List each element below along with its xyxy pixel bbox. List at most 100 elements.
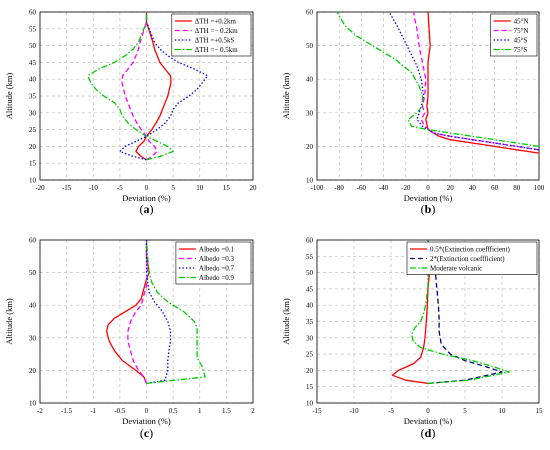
x-axis-label: Deviation (%) [404,193,453,203]
x-tick-label: -5 [117,184,123,192]
x-tick-label: 40 [469,184,477,192]
series-line [105,240,150,384]
x-tick-label: -10 [89,184,99,192]
y-tick-label: 50 [306,42,314,50]
x-tick-label: 20 [250,184,258,192]
y-tick-label: 40 [306,302,314,310]
legend-label: Albedo =0.7 [199,265,235,273]
legend-label: 45°N [514,18,529,26]
chart-panel: -2 -1.5 -1 -0.5 0 0.5 1 1.5 2 10 20 30 40 50 60 Deviati… [4,237,255,441]
legend-label: ΔTH =+0.5kS [195,37,235,45]
panel-caption: (b) [421,202,436,216]
x-tick-label: -20 [401,184,411,192]
legend-label: ΔTH =− 0.5km [195,46,238,54]
series-line [145,239,206,385]
caption-letter: a [144,202,150,216]
x-tick-label: -40 [379,184,389,192]
x-tick-label: 5 [463,407,467,415]
x-axis-label: Deviation (%) [122,416,171,426]
y-tick-label: 20 [29,367,37,375]
panel-caption: (a) [140,202,154,216]
y-tick-label: 15 [306,383,314,391]
y-tick-label: 30 [306,109,314,117]
legend-label: Moderate volcanic [430,265,482,273]
legend-label: Albedo =0.9 [199,274,235,282]
y-tick-label: 45 [306,285,314,293]
legend-box [406,241,538,275]
x-tick-label: 0 [145,184,149,192]
y-tick-label: 20 [306,143,314,151]
x-tick-label: -100 [311,184,324,192]
chart-panel: -100 -80 -60 -40 -20 0 20 40 60 80 100 10 20 30 40 50 60… [281,9,545,217]
series-line [427,240,503,385]
legend-label: 75°S [514,46,528,54]
caption-open: ( [140,426,144,440]
series-line [127,240,149,384]
y-tick-label: 20 [29,143,37,151]
y-tick-label: 15 [29,160,37,168]
series-line [336,11,540,148]
y-tick-label: 25 [306,351,314,359]
caption-open: ( [421,202,425,216]
x-tick-label: 0.5 [169,407,178,415]
x-tick-label: 100 [534,184,545,192]
y-tick-label: 30 [306,334,314,342]
y-tick-label: 45 [29,59,37,67]
chart-panel: -15 -10 -5 0 5 10 15 10 15 20 25 30 35 40 45 50 55 60 Devi… [281,237,543,441]
x-tick-label: 80 [513,184,521,192]
legend-label: 2*(Extinction coeffficient) [430,255,505,263]
y-tick-label: 60 [306,237,314,245]
x-tick-label: -20 [35,184,45,192]
caption-letter: b [425,202,432,216]
x-tick-label: 10 [196,184,204,192]
legend-label: 75°N [514,27,529,35]
x-tick-label: 1 [198,407,202,415]
y-tick-label: 60 [306,9,314,17]
x-tick-label: -2 [37,407,43,415]
y-axis-label: Altitude (km) [4,298,14,345]
legend-label: Albedo =0.1 [199,246,235,254]
x-tick-label: -1.5 [61,407,73,415]
series-line [425,11,540,154]
series-line [388,11,540,151]
x-tick-label: -0.5 [114,407,126,415]
x-tick-label: 15 [223,184,231,192]
x-tick-label: 5 [171,184,175,192]
y-tick-label: 40 [29,76,37,84]
series-line [411,240,511,385]
y-axis-label: Altitude (km) [281,298,291,345]
y-tick-label: 30 [29,109,37,117]
x-axis-label: Deviation (%) [122,193,171,203]
x-tick-label: -1 [90,407,96,415]
series-line [145,240,172,385]
panel-caption: (d) [421,426,436,440]
x-tick-label: -5 [388,407,394,415]
legend-label: ΔTH =− 0.2km [195,27,238,35]
y-tick-label: 60 [29,237,37,245]
caption-close: ) [149,426,153,440]
x-tick-label: 10 [499,407,507,415]
y-tick-label: 60 [29,9,37,17]
y-tick-label: 40 [29,302,37,310]
x-tick-label: -10 [349,407,359,415]
caption-close: ) [150,202,154,216]
x-tick-label: 1.5 [222,407,231,415]
legend-label: Albedo =0.3 [199,255,235,263]
caption-open: ( [140,202,144,216]
y-axis-label: Altitude (km) [281,73,291,120]
x-tick-label: 0 [426,407,430,415]
caption-close: ) [431,202,435,216]
y-tick-label: 10 [306,177,314,185]
y-tick-label: 55 [306,253,314,261]
x-tick-label: 60 [491,184,499,192]
caption-letter: c [144,426,150,440]
y-tick-label: 25 [29,126,37,134]
y-tick-label: 50 [306,269,314,277]
legend: 45°N75°N 45°S75°S [490,13,538,57]
series-line [119,12,209,161]
caption-close: ) [431,426,435,440]
series-line [121,12,158,161]
x-tick-label: -80 [335,184,345,192]
